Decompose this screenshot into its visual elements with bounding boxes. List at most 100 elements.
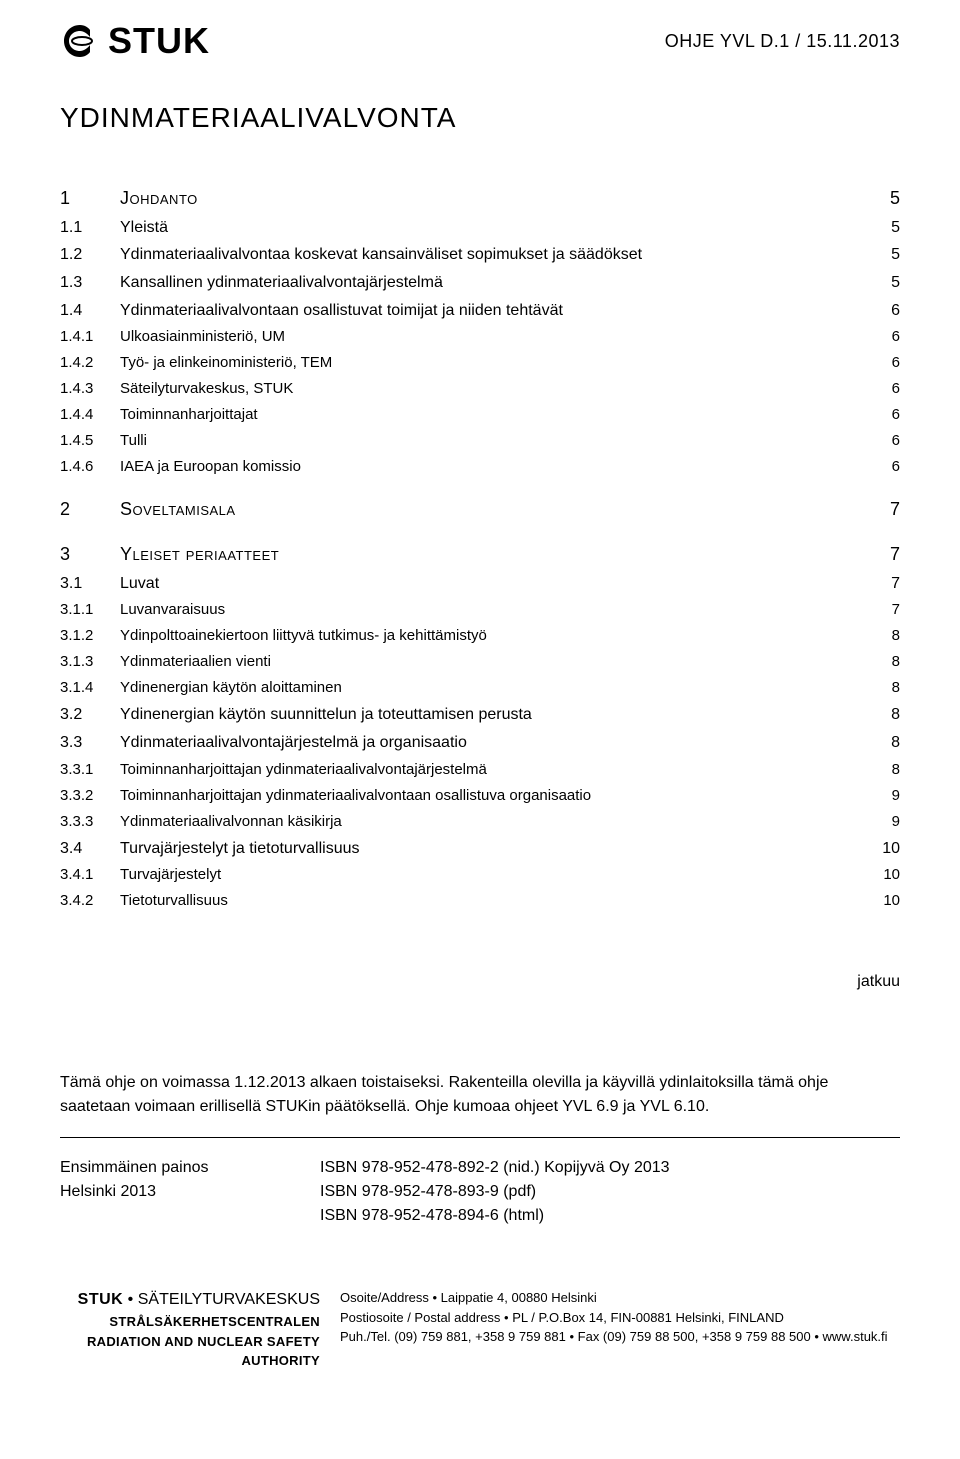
- toc-page: 6: [860, 351, 900, 375]
- org-acronym: STUK: [78, 1291, 124, 1308]
- toc-label: Luvat: [120, 571, 860, 597]
- toc-number: 1.4.5: [60, 429, 120, 453]
- toc-number: 3.4.2: [60, 889, 120, 913]
- toc-page: 8: [860, 624, 900, 648]
- toc-row: 3.1.4Ydinenergian käytön aloittaminen8: [60, 676, 900, 700]
- toc-row: 3.3Ydinmateriaalivalvontajärjestelmä ja …: [60, 730, 900, 756]
- toc-number: 3.3.2: [60, 784, 120, 808]
- toc-page: 6: [860, 455, 900, 479]
- toc-page: 5: [860, 270, 900, 296]
- toc-label: Ydinmateriaalivalvontajärjestelmä ja org…: [120, 730, 860, 756]
- edition-line: Helsinki 2013: [60, 1180, 320, 1204]
- toc-page: 8: [860, 650, 900, 674]
- continues-label: jatkuu: [60, 973, 900, 991]
- edition-left: Ensimmäinen painos Helsinki 2013: [60, 1156, 320, 1228]
- toc-number: 3.2: [60, 702, 120, 728]
- document-title: YDINMATERIAALIVALVONTA: [60, 102, 900, 134]
- toc-label: Turvajärjestelyt ja tietoturvallisuus: [120, 836, 860, 862]
- toc-row: 1.4.1Ulkoasiainministeriö, UM6: [60, 325, 900, 349]
- toc-label: Toiminnanharjoittajat: [120, 403, 860, 427]
- toc-number: 1.4.1: [60, 325, 120, 349]
- toc-number: 1.1: [60, 215, 120, 241]
- edition-block: Ensimmäinen painos Helsinki 2013 ISBN 97…: [60, 1156, 900, 1228]
- toc-number: 3.3: [60, 730, 120, 756]
- toc-page: 6: [860, 429, 900, 453]
- toc-page: 10: [860, 889, 900, 913]
- footer: STUK • SÄTEILYTURVAKESKUS STRÅLSÄKERHETS…: [60, 1288, 900, 1371]
- toc-row: 3Yleiset periaatteet7: [60, 540, 900, 569]
- toc-number: 3.3.1: [60, 758, 120, 782]
- toc-row: 3.4Turvajärjestelyt ja tietoturvallisuus…: [60, 836, 900, 862]
- org-main-line: STUK • SÄTEILYTURVAKESKUS: [60, 1288, 320, 1312]
- toc-label: IAEA ja Euroopan komissio: [120, 455, 860, 479]
- toc-row: 3.1.3Ydinmateriaalien vienti8: [60, 650, 900, 674]
- toc-row: 1.3Kansallinen ydinmateriaalivalvontajär…: [60, 270, 900, 296]
- toc-page: 7: [860, 540, 900, 569]
- org-name-fi: SÄTEILYTURVAKESKUS: [138, 1291, 320, 1308]
- toc-label: Kansallinen ydinmateriaalivalvontajärjes…: [120, 270, 860, 296]
- toc-row: 1.4Ydinmateriaalivalvontaan osallistuvat…: [60, 298, 900, 324]
- toc-label: Soveltamisala: [120, 495, 860, 524]
- address-line: Puh./Tel. (09) 759 881, +358 9 759 881 •…: [340, 1327, 900, 1347]
- toc-row: 3.3.3Ydinmateriaalivalvonnan käsikirja9: [60, 810, 900, 834]
- toc-page: 6: [860, 377, 900, 401]
- toc-number: 3.1.1: [60, 598, 120, 622]
- toc-label: Ydinmateriaalivalvontaa koskevat kansain…: [120, 242, 860, 268]
- toc-row: 1.4.4Toiminnanharjoittajat6: [60, 403, 900, 427]
- isbn-line: ISBN 978-952-478-893-9 (pdf): [320, 1180, 900, 1204]
- toc-row: 3.2Ydinenergian käytön suunnittelun ja t…: [60, 702, 900, 728]
- toc-label: Työ- ja elinkeinoministeriö, TEM: [120, 351, 860, 375]
- toc-page: 9: [860, 810, 900, 834]
- toc-number: 1.4: [60, 298, 120, 324]
- toc-page: 8: [860, 730, 900, 756]
- toc-page: 8: [860, 676, 900, 700]
- toc-row: 3.4.2Tietoturvallisuus10: [60, 889, 900, 913]
- isbn-line: ISBN 978-952-478-894-6 (html): [320, 1204, 900, 1228]
- toc-page: 6: [860, 403, 900, 427]
- footer-org: STUK • SÄTEILYTURVAKESKUS STRÅLSÄKERHETS…: [60, 1288, 320, 1371]
- toc-number: 1: [60, 184, 120, 213]
- toc-row: 1.4.3Säteilyturvakeskus, STUK6: [60, 377, 900, 401]
- toc-row: 1.1Yleistä5: [60, 215, 900, 241]
- toc-number: 3.1.4: [60, 676, 120, 700]
- toc-page: 10: [860, 863, 900, 887]
- toc-label: Ydinmateriaalivalvonnan käsikirja: [120, 810, 860, 834]
- toc-page: 7: [860, 598, 900, 622]
- isbn-line: ISBN 978-952-478-892-2 (nid.) Kopijyvä O…: [320, 1156, 900, 1180]
- toc-row: 3.3.1Toiminnanharjoittajan ydinmateriaal…: [60, 758, 900, 782]
- toc-label: Ydinmateriaalivalvontaan osallistuvat to…: [120, 298, 860, 324]
- edition-right: ISBN 978-952-478-892-2 (nid.) Kopijyvä O…: [320, 1156, 900, 1228]
- toc-row: 3.1.1Luvanvaraisuus7: [60, 598, 900, 622]
- toc-page: 9: [860, 784, 900, 808]
- footer-address: Osoite/Address • Laippatie 4, 00880 Hels…: [340, 1288, 900, 1371]
- toc-row: 1.4.5Tulli6: [60, 429, 900, 453]
- toc-number: 1.2: [60, 242, 120, 268]
- toc-row: 1Johdanto5: [60, 184, 900, 213]
- logo-text: STUK: [108, 20, 210, 62]
- toc-row: 1.4.6IAEA ja Euroopan komissio6: [60, 455, 900, 479]
- toc-page: 10: [860, 836, 900, 862]
- edition-line: Ensimmäinen painos: [60, 1156, 320, 1180]
- toc-page: 7: [860, 571, 900, 597]
- toc-label: Tulli: [120, 429, 860, 453]
- toc-number: 3.4.1: [60, 863, 120, 887]
- toc-page: 6: [860, 298, 900, 324]
- toc-row: 2Soveltamisala7: [60, 495, 900, 524]
- toc-label: Ydinmateriaalien vienti: [120, 650, 860, 674]
- logo: STUK: [60, 20, 210, 62]
- toc-number: 3.1.2: [60, 624, 120, 648]
- header: STUK OHJE YVL D.1 / 15.11.2013: [60, 20, 900, 62]
- toc-page: 5: [860, 184, 900, 213]
- table-of-contents: 1Johdanto51.1Yleistä51.2Ydinmateriaaliva…: [60, 184, 900, 913]
- toc-label: Johdanto: [120, 184, 860, 213]
- toc-label: Säteilyturvakeskus, STUK: [120, 377, 860, 401]
- toc-row: 1.4.2Työ- ja elinkeinoministeriö, TEM6: [60, 351, 900, 375]
- toc-label: Luvanvaraisuus: [120, 598, 860, 622]
- toc-number: 3.1: [60, 571, 120, 597]
- toc-label: Yleistä: [120, 215, 860, 241]
- stuk-logo-icon: [60, 21, 100, 61]
- toc-page: 5: [860, 242, 900, 268]
- document-code: OHJE YVL D.1 / 15.11.2013: [665, 31, 900, 52]
- toc-number: 1.4.4: [60, 403, 120, 427]
- toc-page: 6: [860, 325, 900, 349]
